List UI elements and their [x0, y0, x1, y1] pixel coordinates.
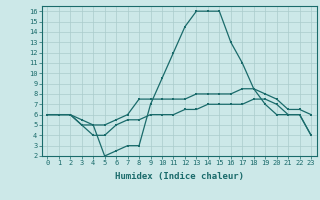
- X-axis label: Humidex (Indice chaleur): Humidex (Indice chaleur): [115, 172, 244, 181]
